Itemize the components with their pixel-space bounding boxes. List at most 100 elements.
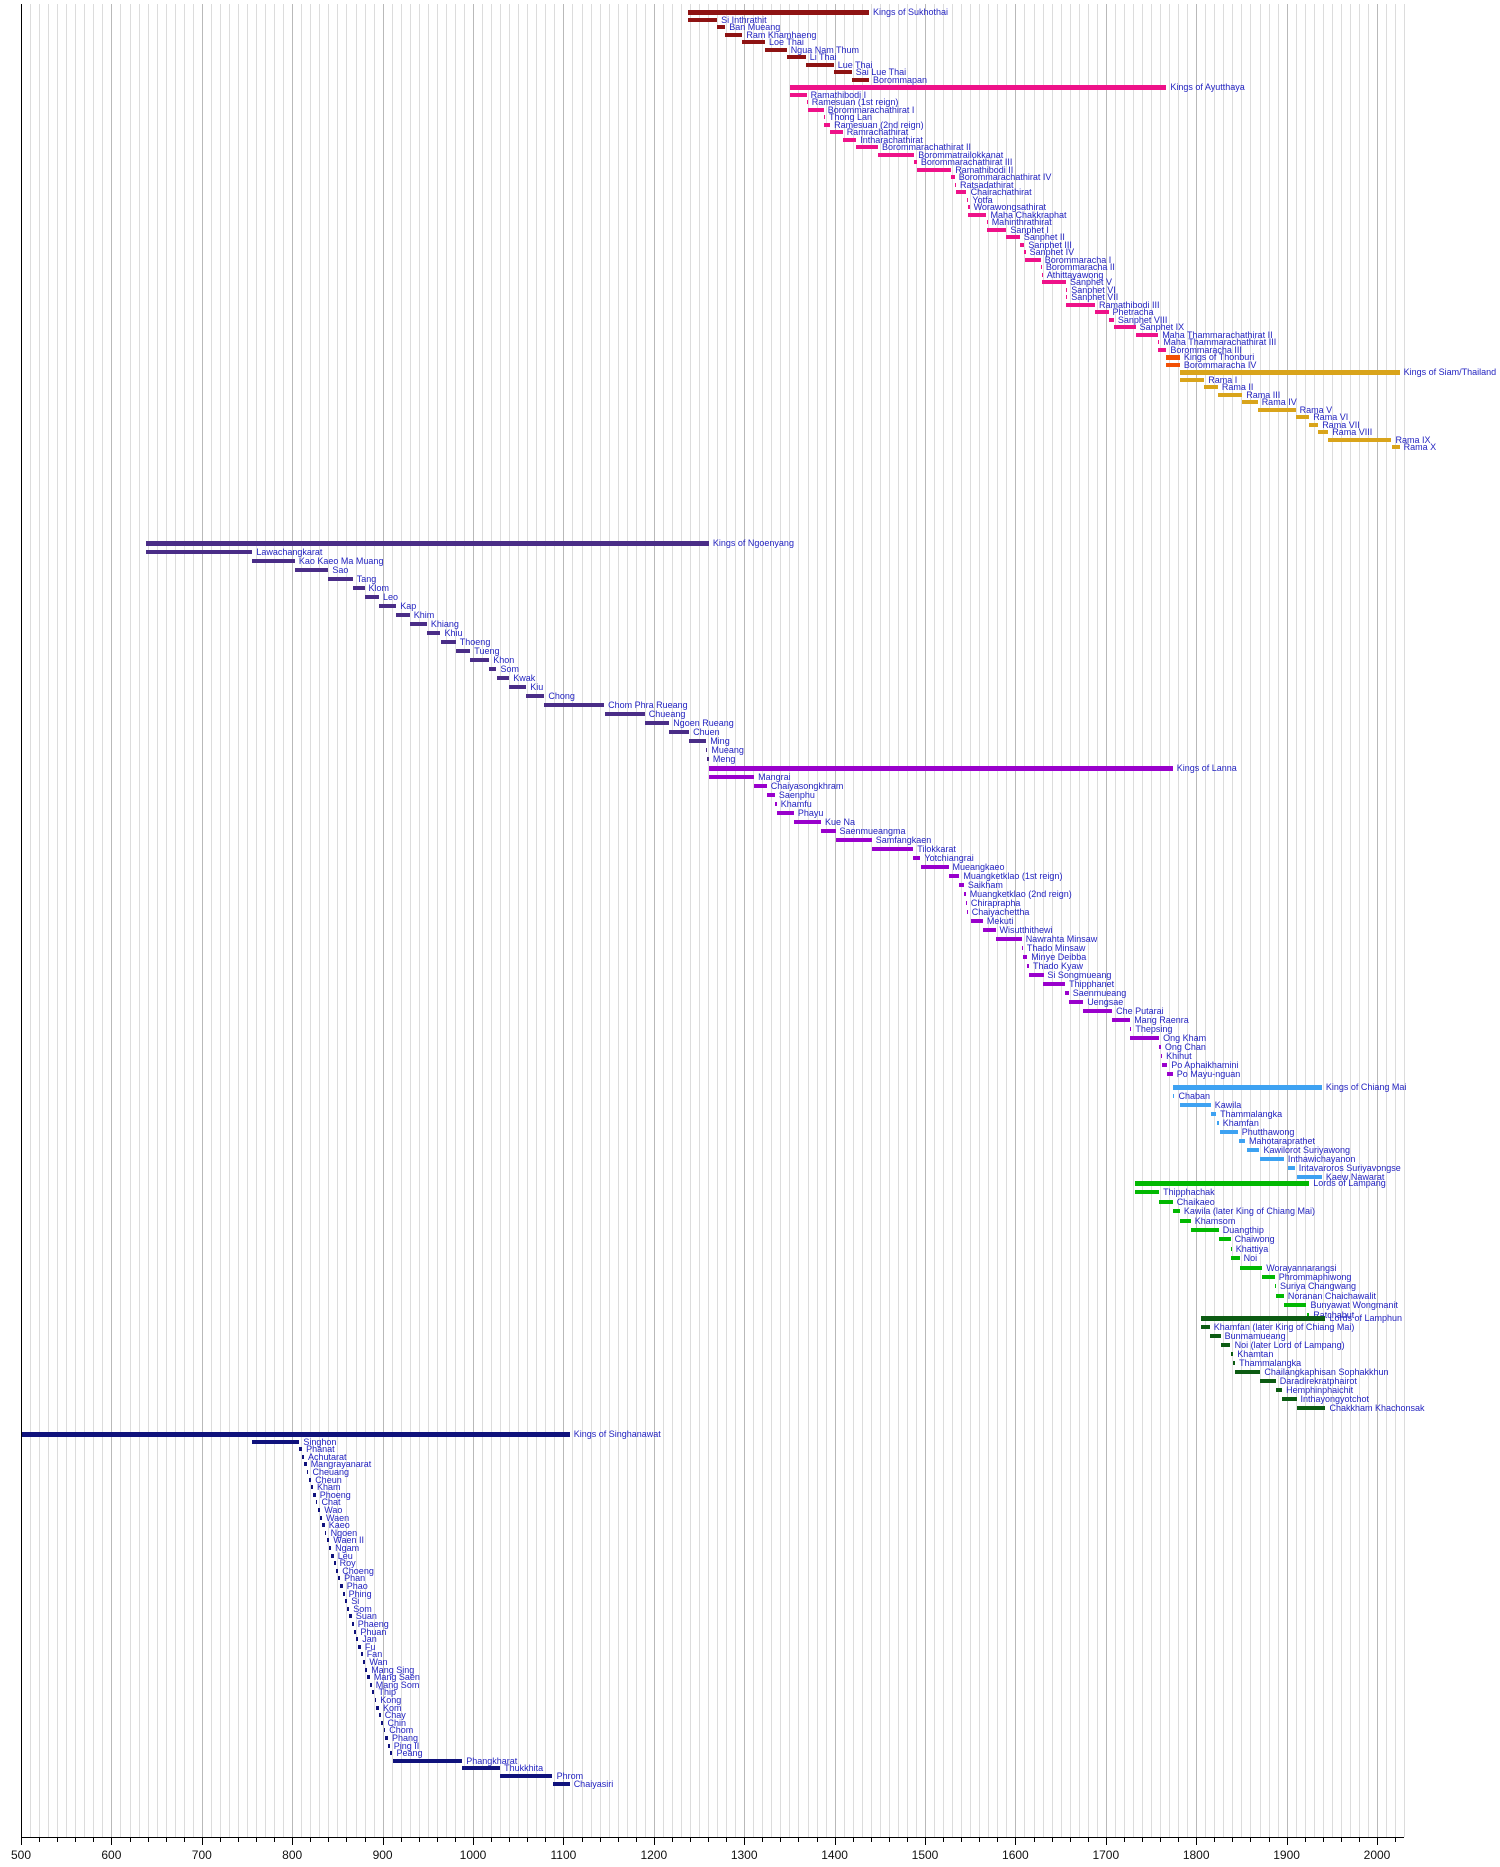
reign-label-chiangmai: Intavaroros Suriyavongse [1298, 1163, 1401, 1173]
reign-label-ngoenyang: Khim [413, 610, 435, 620]
reign-label-singhanawat: Ngam [335, 1543, 360, 1553]
reign-label-siam: Rama IV [1261, 397, 1297, 407]
reign-label-lanna: Tilokkarat [917, 844, 956, 854]
reign-label-lanna: Minye Deibba [1031, 952, 1087, 962]
group-bar-chiangmai [1172, 1085, 1322, 1090]
reign-bar-ayutthaya [955, 190, 967, 194]
axis-tick [491, 1837, 493, 1842]
reign-label-lampang: Worayannarangsi [1266, 1262, 1337, 1273]
reign-label-ayutthaya: Borommaracha II [1045, 262, 1115, 272]
reign-label-ngoenyang: Som [500, 664, 520, 674]
reign-label-singhanawat: Phang [392, 1733, 419, 1743]
minor-gridline [626, 4, 628, 1837]
minor-gridline [789, 4, 791, 1837]
reign-label-singhanawat: Waen [326, 1512, 350, 1523]
minor-gridline [1060, 4, 1062, 1837]
reign-bar-ngoenyang [396, 613, 410, 617]
reign-label-ayutthaya: Ramathibodi I [810, 89, 867, 100]
reign-bar-singhanawat [383, 1728, 386, 1733]
reign-label-siam: Rama II [1221, 382, 1254, 392]
minor-gridline [1241, 4, 1243, 1837]
minor-gridline [590, 4, 592, 1837]
group-bar-singhanawat [21, 1432, 570, 1437]
axis-tick [1322, 1837, 1324, 1842]
axis-tick [400, 1837, 402, 1842]
axis-tick [57, 1837, 59, 1842]
minor-gridline [798, 4, 800, 1837]
reign-label-chiangmai: Kaew Nawarat [1325, 1172, 1385, 1182]
minor-gridline [1033, 4, 1035, 1837]
group-bar-lamphun [1200, 1316, 1326, 1321]
axis-tick-label: 1900 [1273, 1848, 1300, 1862]
axis-tick-label: 1000 [459, 1848, 487, 1862]
reign-label-ngoenyang: Chuen [693, 727, 720, 737]
minor-gridline [518, 4, 520, 1837]
reign-bar-lampang [1283, 1303, 1307, 1308]
minor-gridline [283, 4, 285, 1837]
minor-gridline [409, 4, 411, 1837]
reign-label-ayutthaya: Borommarachathirat II [882, 142, 972, 152]
reign-label-lampang: Khattiya [1235, 1243, 1269, 1254]
reign-label-singhanawat: Thip [378, 1687, 397, 1698]
reign-label-sukhothai: Ngua Nam Thum [790, 44, 860, 55]
minor-gridline [545, 4, 547, 1837]
reign-label-ayutthaya: Sanphet II [1023, 232, 1065, 242]
reign-label-lanna: Si Songmueang [1047, 970, 1112, 980]
axis-tick-label: 1100 [550, 1848, 577, 1862]
reign-bar-singhanawat [380, 1720, 384, 1725]
reign-label-lanna: Muangketklao (1st reign) [963, 871, 1063, 881]
minor-gridline [436, 4, 438, 1837]
axis-tick [201, 1837, 203, 1845]
reign-bar-lanna [766, 793, 775, 797]
reign-bar-lampang [1134, 1190, 1160, 1195]
minor-gridline [554, 4, 556, 1837]
axis-tick [1069, 1837, 1071, 1842]
reign-label-ayutthaya: Thong Lan [829, 112, 873, 122]
reign-bar-sukhothai [765, 47, 787, 52]
reign-label-ngoenyang: Chong [548, 691, 575, 701]
reign-label-ngoenyang: Tueng [474, 646, 500, 656]
reign-bar-ayutthaya [1095, 310, 1109, 314]
axis-tick-label: 800 [282, 1848, 303, 1862]
axis-tick [744, 1837, 746, 1845]
minor-gridline [509, 4, 511, 1837]
reign-label-lampang: Duangthip [1222, 1225, 1264, 1235]
reign-label-ngoenyang: Klom [368, 583, 390, 593]
reign-label-lampang: Noi [1243, 1253, 1258, 1264]
reign-label-ayutthaya: Borommatrailokkanat [918, 149, 1004, 160]
reign-label-singhanawat: Kham [317, 1482, 341, 1493]
reign-bar-siam [1179, 377, 1205, 382]
minor-gridline [1277, 4, 1279, 1837]
reign-bar-chiangmai [1179, 1103, 1211, 1107]
minor-gridline [1232, 4, 1234, 1837]
major-gridline [834, 4, 836, 1837]
reign-bar-lanna [1029, 973, 1044, 977]
reign-bar-singhanawat [340, 1584, 343, 1588]
axis-tick [943, 1837, 945, 1842]
reign-label-singhanawat: Fan [366, 1649, 383, 1660]
reign-label-ayutthaya: Borommarachathirat IV [958, 172, 1052, 182]
minor-gridline [852, 4, 854, 1837]
reign-bar-ayutthaya [1024, 250, 1026, 254]
reign-bar-lanna [920, 865, 949, 869]
minor-gridline [355, 4, 357, 1837]
reign-label-ngoenyang: Khiang [430, 619, 459, 629]
reign-bar-ayutthaya [1158, 340, 1160, 344]
minor-gridline [608, 4, 610, 1837]
reign-bar-lamphun [1200, 1325, 1210, 1329]
reign-label-lanna: Che Putarai [1116, 1006, 1164, 1016]
minor-gridline [617, 4, 619, 1837]
major-gridline [925, 4, 926, 1837]
reign-label-lanna: Mangrai [758, 772, 791, 782]
reign-bar-lamphun [1230, 1352, 1234, 1356]
reign-bar-lanna [776, 811, 794, 815]
minor-gridline [1340, 4, 1342, 1837]
minor-gridline [1042, 4, 1044, 1837]
y-axis-line [21, 4, 22, 1837]
reign-label-singhanawat: Si [351, 1596, 360, 1607]
reign-bar-singhanawat [358, 1644, 361, 1649]
reign-bar-ayutthaya [968, 205, 970, 209]
reign-label-ayutthaya: Borommaracha III [1170, 344, 1242, 355]
axis-tick [21, 1837, 22, 1845]
axis-tick [906, 1837, 908, 1842]
